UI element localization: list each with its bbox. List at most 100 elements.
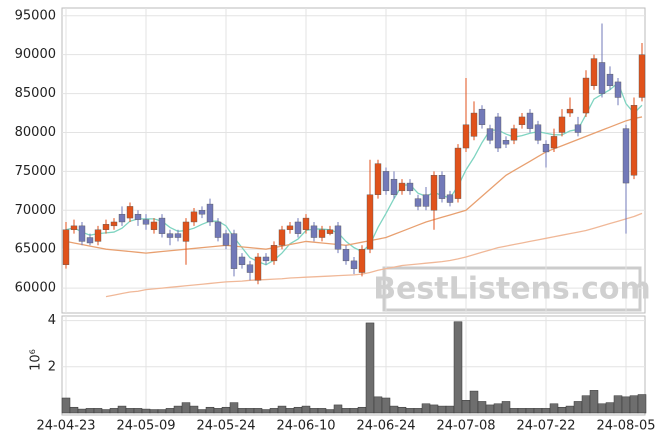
volume-bar <box>373 396 383 414</box>
x-tick-label: 24-07-22 <box>516 419 575 434</box>
x-tick-label: 24-04-23 <box>36 419 95 434</box>
volume-bar <box>549 403 559 414</box>
volume-bar <box>413 408 423 414</box>
candle-body <box>182 221 190 242</box>
x-tick-label: 24-05-24 <box>196 419 255 434</box>
candle-body <box>454 147 462 199</box>
watermark: BestListens.com <box>373 272 651 307</box>
volume-bar <box>85 408 95 414</box>
candle-body <box>486 128 494 141</box>
volume-bar <box>277 405 287 414</box>
candle-body <box>478 108 486 125</box>
candle-body <box>310 225 318 238</box>
volume-bar <box>261 409 271 414</box>
volume-bar <box>149 409 159 414</box>
volume-bar <box>165 408 175 414</box>
volume-bar <box>629 395 639 414</box>
volume-bar <box>437 405 447 414</box>
volume-bar <box>349 408 359 414</box>
candle-body <box>542 143 550 153</box>
volume-tick-label: 2 <box>48 359 56 374</box>
volume-panel <box>61 315 646 416</box>
volume-bar <box>621 396 631 414</box>
candle-body <box>158 217 166 234</box>
candle-body <box>518 116 526 125</box>
candle-body <box>558 116 566 133</box>
volume-bar <box>317 408 327 414</box>
candle-body <box>318 229 326 238</box>
candle-body <box>566 108 574 114</box>
volume-bar <box>501 401 511 414</box>
volume-bar <box>93 408 103 414</box>
price-panel <box>61 7 646 314</box>
candle-body <box>70 225 78 230</box>
candle-body <box>510 128 518 141</box>
volume-bar <box>365 322 375 414</box>
candle-body <box>134 213 142 220</box>
volume-bar <box>133 408 143 414</box>
volume-bar <box>341 408 351 414</box>
volume-bar <box>477 401 487 414</box>
volume-bar <box>397 406 407 414</box>
volume-bar <box>517 408 527 414</box>
volume-bar <box>197 409 207 414</box>
candle-body <box>230 233 238 269</box>
candle-body <box>502 140 510 145</box>
volume-bar <box>389 405 399 414</box>
volume-bar <box>573 401 583 414</box>
volume-bar <box>213 408 223 414</box>
volume-bar <box>269 408 279 414</box>
candle-body <box>166 233 174 238</box>
volume-bar <box>221 406 231 414</box>
volume-bar <box>485 404 495 414</box>
volume-bar <box>429 404 439 414</box>
x-tick-label: 24-07-08 <box>436 419 495 434</box>
volume-bar <box>469 390 479 414</box>
candle-body <box>214 221 222 238</box>
volume-bar <box>421 403 431 414</box>
candle-body <box>406 182 414 192</box>
candle-body <box>262 256 270 262</box>
candle-body <box>582 77 590 114</box>
candle-body <box>622 128 630 184</box>
volume-bar <box>637 394 647 414</box>
candle-body <box>550 136 558 149</box>
moving-average-line <box>105 212 643 298</box>
candle-body <box>150 221 158 230</box>
volume-bar <box>597 403 607 414</box>
candle-body <box>462 124 470 149</box>
volume-bar <box>77 408 87 414</box>
candle-body <box>126 206 134 219</box>
volume-bar <box>229 402 239 414</box>
candle-body <box>206 203 214 223</box>
volume-bar <box>141 408 151 414</box>
candle-body <box>534 124 542 141</box>
y-tick-label: 95000 <box>15 8 56 23</box>
candle-body <box>422 194 430 207</box>
y-tick-label: 65000 <box>15 242 56 257</box>
volume-bar <box>445 405 455 414</box>
volume-bar <box>117 405 127 414</box>
x-tick-label: 24-05-09 <box>116 419 175 434</box>
volume-bar <box>533 408 543 414</box>
candle-body <box>398 182 406 192</box>
volume-bar <box>109 408 119 414</box>
volume-bar <box>309 408 319 414</box>
watermark-box <box>382 266 642 312</box>
volume-bar <box>293 406 303 414</box>
candle-body <box>198 210 206 215</box>
candle-body <box>606 73 614 87</box>
candle-body <box>246 264 254 273</box>
volume-bar <box>453 321 463 414</box>
candle-body <box>78 225 86 242</box>
volume-bar <box>125 408 135 414</box>
candle-body <box>574 124 582 133</box>
volume-bar <box>493 403 503 414</box>
volume-bar <box>589 390 599 414</box>
candle-body <box>278 229 286 246</box>
volume-bar <box>69 406 79 414</box>
volume-bar <box>461 400 471 414</box>
candle-body <box>630 105 638 176</box>
volume-bar <box>613 395 623 414</box>
